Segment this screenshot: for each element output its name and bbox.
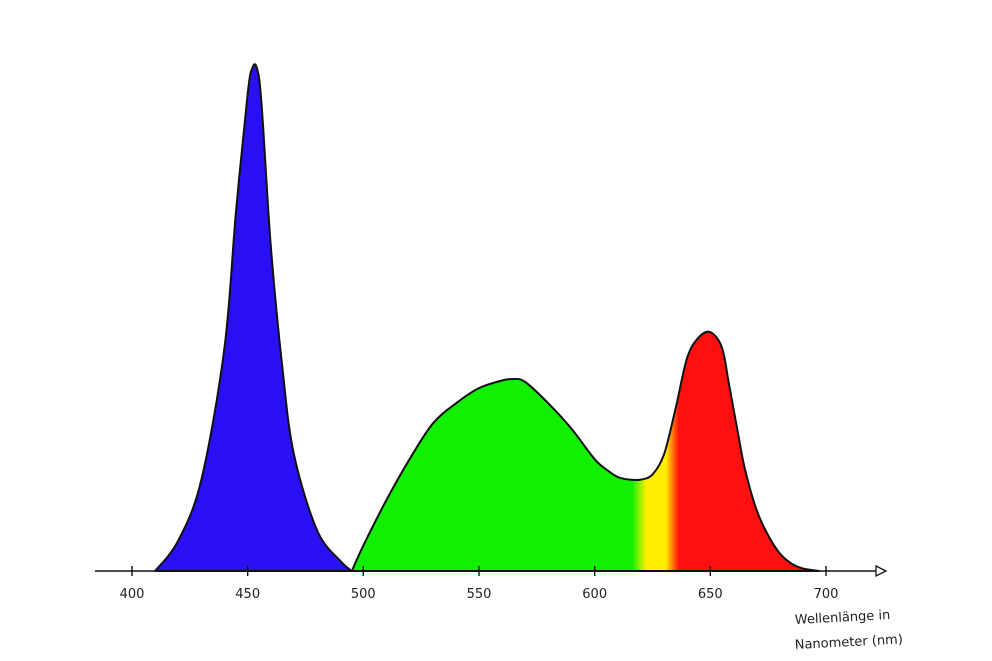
x-axis-arrowhead	[875, 564, 888, 578]
x-tick-label-650: 650	[698, 587, 723, 602]
plot-area	[154, 63, 821, 572]
x-axis-title-line2: Nanometer (nm)	[794, 632, 903, 653]
x-tick-label-500: 500	[351, 587, 376, 602]
x-tick-label-600: 600	[582, 587, 607, 602]
x-axis-ticks: 400 450 500 550 600 650 700	[120, 566, 839, 602]
green-red-peak-area	[350, 330, 821, 572]
x-tick-label-400: 400	[120, 587, 145, 602]
x-tick-label-450: 450	[235, 587, 260, 602]
x-axis-title-line1: Wellenlänge in	[794, 608, 890, 628]
blue-peak-area	[154, 63, 353, 572]
x-tick-label-550: 550	[467, 587, 492, 602]
x-tick-label-700: 700	[814, 587, 839, 602]
